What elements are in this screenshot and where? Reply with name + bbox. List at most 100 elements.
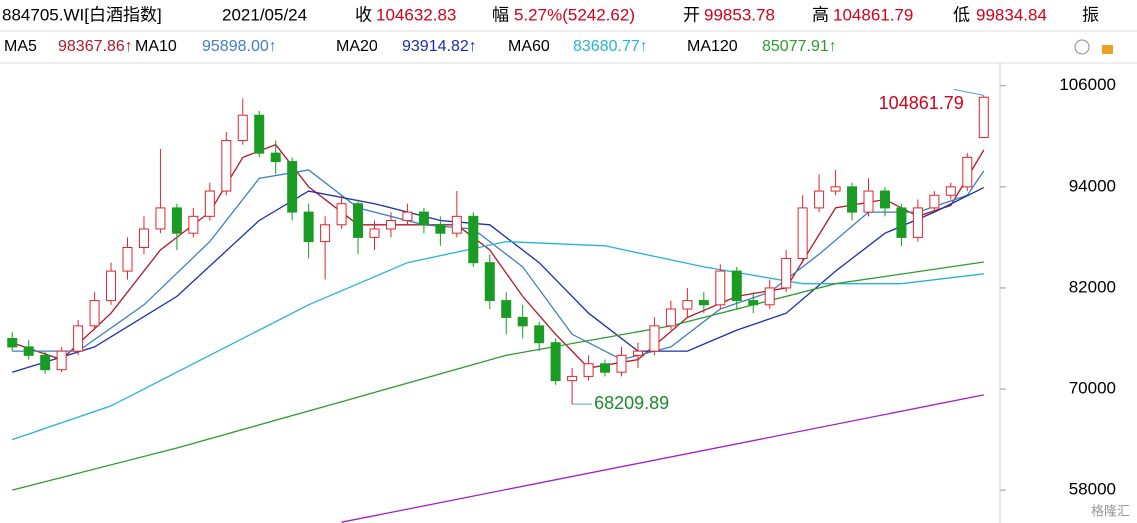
candle-body [320,224,331,243]
candle-body [616,354,627,373]
legend-value: 85077.91↑ [762,38,837,55]
candle-body [567,375,578,382]
candle-body [254,114,265,154]
low-value: 99834.84 [976,5,1047,24]
candle-body [7,337,18,348]
y-tick-label: 106000 [1059,75,1116,94]
candle-body [484,262,495,302]
legend-value: 83680.77↑ [573,38,648,55]
change-value: 5.27%(5242.62) [514,5,635,24]
y-tick-label: 82000 [1069,277,1116,296]
candle-body [73,325,84,352]
candle-body [287,161,298,213]
candle-body [632,350,643,356]
lock-icon[interactable] [1102,45,1113,54]
candle-body [731,270,742,302]
candle-body [748,300,759,306]
candle-body [665,308,676,327]
ma-line [12,187,985,373]
legend-name: MA120 [687,38,738,55]
candle-body [155,207,166,230]
candle-body [600,363,611,373]
ma-line [12,261,984,491]
legend-value: 95898.00↑ [202,38,277,55]
candle-body [830,186,841,192]
ma-line [11,143,985,369]
candle-body [56,350,67,371]
legend-name: MA10 [135,38,177,55]
candle-body [698,300,709,306]
candle-body [221,140,232,192]
candle-body [369,228,380,238]
candle-body [550,342,561,382]
candle-body [896,207,907,238]
candle-body [468,215,479,264]
legend-name: MA60 [508,38,550,55]
ma-line [341,394,984,523]
change-label: 幅 [492,5,509,24]
date: 2021/05/24 [222,5,307,24]
candle-body [814,190,825,209]
candle-body [171,207,182,234]
candle-body [336,203,347,226]
candle-body [863,190,874,213]
high-annotation: 104861.79 [879,93,964,113]
low-label: 低 [953,5,970,24]
candle-body [962,156,973,188]
candle-body [534,325,545,344]
ma-line [12,169,985,361]
candle-body [40,354,51,371]
amp-label: 振 [1082,5,1099,24]
candle-body [89,300,100,327]
close-button[interactable] [1074,39,1090,55]
candle-body [715,270,726,306]
candle-body [682,300,693,310]
candle-body [945,186,956,196]
candle-body [138,228,149,249]
candle-body [501,300,512,318]
candle-body [385,220,396,230]
candle-body [435,224,446,234]
candle-body [847,186,858,213]
watermark: 格隆汇 [1091,503,1130,518]
candle-body [649,325,660,352]
candle-body [270,152,281,163]
candle-body [188,215,199,234]
candle-body [517,316,528,327]
high-label: 高 [812,5,829,24]
low-annotation: 68209.89 [594,393,669,413]
legend-value: 93914.82↑ [402,38,477,55]
legend-name: MA20 [336,38,378,55]
close-label: 收 [355,5,372,24]
candle-body [978,96,989,139]
candle-body [106,270,117,302]
candle-body [418,211,429,226]
candle-body [402,211,413,222]
y-tick-label: 94000 [1069,176,1116,195]
candle-body [23,346,34,356]
annotation-arrow [953,88,984,96]
candle-body [797,207,808,259]
candle-body [122,247,133,272]
close-value: 104632.83 [376,5,456,24]
candle-body [353,203,364,238]
candle-body [781,257,792,289]
candle-body [204,190,215,217]
candle-body [912,207,923,238]
candle-body [451,215,462,234]
candle-body [237,114,248,142]
candle-body [879,190,890,209]
y-tick-label: 58000 [1069,480,1116,499]
title: 884705.WI[白酒指数] [2,5,162,24]
candle-body [929,194,940,209]
legend-value: 98367.86↑ [58,38,133,55]
open-label: 开 [683,5,700,24]
candle-body [764,287,775,306]
legend-name: MA5 [4,38,37,55]
high-value: 104861.79 [833,5,913,24]
open-value: 99853.78 [704,5,775,24]
candle-body [303,211,314,243]
candle-body [583,363,594,377]
